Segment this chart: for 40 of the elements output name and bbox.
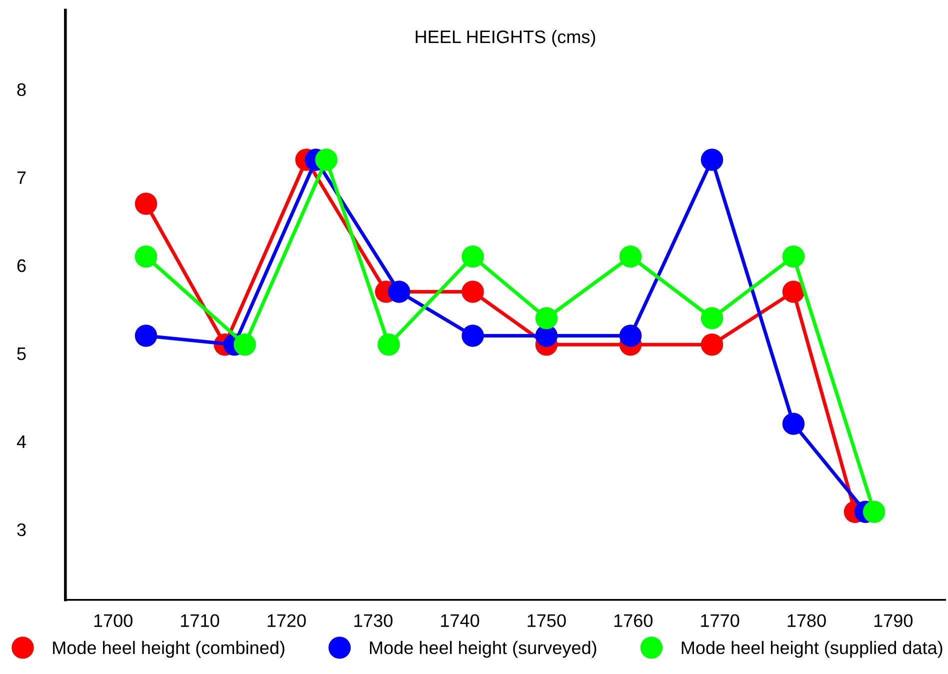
point — [782, 412, 805, 435]
point — [619, 324, 642, 347]
point — [700, 148, 724, 171]
point — [388, 280, 410, 303]
point — [378, 333, 400, 356]
point — [462, 280, 484, 303]
point — [462, 245, 484, 268]
x-tick-label: 1780 — [788, 614, 826, 628]
legend-label: Mode heel height (combined) — [53, 640, 284, 658]
point — [134, 245, 158, 268]
point — [782, 280, 805, 303]
point — [619, 245, 642, 268]
point — [782, 245, 805, 268]
point — [234, 333, 256, 356]
x-tick-label: 1730 — [354, 614, 392, 628]
y-tick-label: 4 — [16, 436, 26, 448]
x-tick-label: 1760 — [614, 614, 653, 628]
point — [700, 307, 724, 330]
y-tick-label: 3 — [17, 523, 26, 536]
legend-label: Mode heel height (supplied data) — [682, 640, 942, 658]
x-tick-label: 1790 — [874, 614, 913, 628]
x-tick-label: 1740 — [441, 614, 480, 628]
y-tick-label: 8 — [17, 83, 26, 96]
x-tick-label: 1710 — [181, 614, 220, 628]
y-tick-label: 5 — [17, 348, 26, 360]
point — [315, 148, 338, 171]
x-tick-label: 1720 — [268, 614, 306, 628]
y-tick-label: 6 — [17, 259, 26, 272]
point — [134, 324, 158, 347]
x-tick-label: 1770 — [701, 614, 740, 628]
point — [535, 307, 558, 330]
point — [862, 500, 886, 523]
text: HEEL HEIGHTS (cms) — [416, 30, 596, 47]
point — [134, 192, 158, 215]
x-tick-label: 1700 — [94, 614, 132, 628]
point — [462, 324, 484, 347]
x-tick-label: 1750 — [528, 614, 566, 628]
point — [700, 333, 724, 356]
legend-label: Mode heel height (surveyed) — [370, 640, 596, 658]
y-tick-label: 7 — [17, 171, 26, 184]
